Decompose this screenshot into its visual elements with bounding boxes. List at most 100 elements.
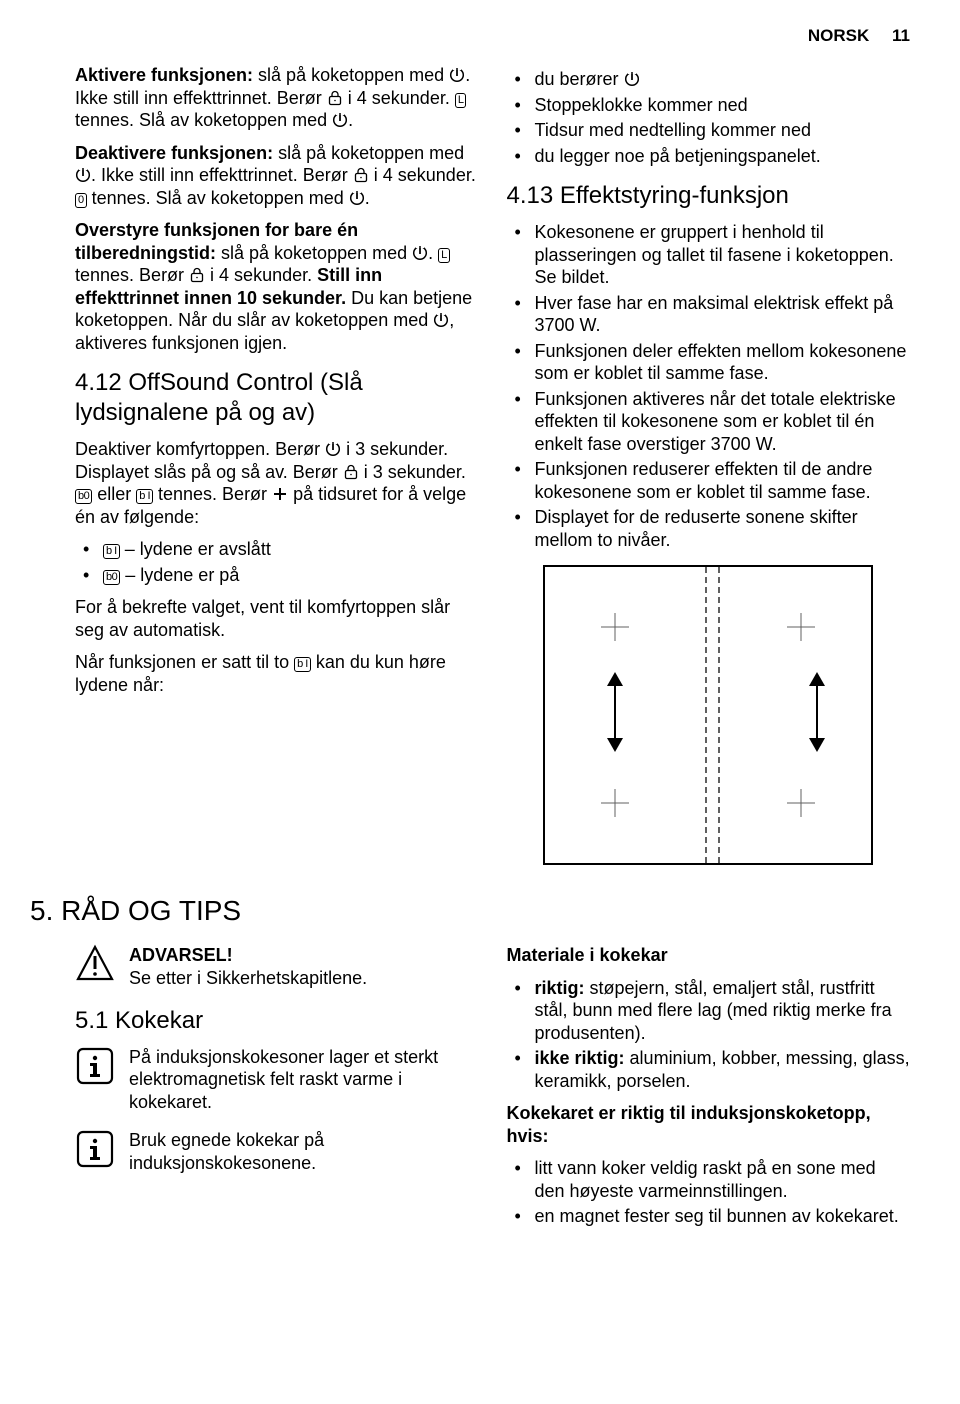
override-para: Overstyre funksjonen for bare én tilbere…	[75, 219, 479, 354]
box-0-icon: 0	[75, 193, 87, 208]
info-box-1: På induksjonskokesoner lager et sterkt e…	[75, 1046, 479, 1114]
deact-t5: .	[365, 188, 370, 208]
zone-marker	[595, 607, 635, 647]
info-box-2: Bruk egnede kokekar på induksjonskokeson…	[75, 1129, 479, 1175]
section5-left: ADVARSEL! Se etter i Sikkerhetskapitlene…	[75, 944, 479, 1238]
heading-5-1: 5.1 Kokekar	[75, 1006, 479, 1036]
material-list: riktig: støpejern, stål, emaljert stål, …	[507, 977, 911, 1093]
warning-text: ADVARSEL! Se etter i Sikkerhetskapitlene…	[129, 944, 479, 989]
section5-right: Materiale i kokekar riktig: støpejern, s…	[507, 944, 911, 1238]
list-item: Kokesonene er gruppert i henhold til pla…	[507, 221, 911, 289]
lock-icon	[353, 167, 369, 183]
activate-t1: slå på koketoppen med	[253, 65, 449, 85]
box-b0-icon: b0	[75, 489, 92, 504]
heading-4-13: 4.13 Effektstyring-funksjon	[507, 181, 911, 211]
zone-marker	[781, 607, 821, 647]
lock-icon	[343, 464, 359, 480]
deact-t1: slå på koketoppen med	[273, 143, 464, 163]
header-page: 11	[892, 26, 910, 45]
mat-li2-b: ikke riktig:	[535, 1048, 625, 1068]
off-c: i 3 sekunder.	[359, 462, 466, 482]
off-a: Deaktiver komfyrtoppen. Berør	[75, 439, 325, 459]
list-item: Displayet for de reduserte sonene skifte…	[507, 506, 911, 551]
list-item: riktig: støpejern, stål, emaljert stål, …	[507, 977, 911, 1045]
off-d: eller	[92, 484, 136, 504]
heading-4-12: 4.12 OffSound Control (Slå lydsignalene …	[75, 368, 479, 428]
mat-li1: støpejern, stål, emaljert stål, rustfrit…	[535, 978, 892, 1043]
sound-conditions-list: du berører Stoppeklokke kommer ned Tidsu…	[507, 68, 911, 167]
off-li1: – lydene er avslått	[120, 539, 271, 559]
list-item: Hver fase har en maksimal elektrisk effe…	[507, 292, 911, 337]
power-icon	[349, 190, 365, 206]
material-heading: Materiale i kokekar	[507, 944, 911, 967]
box-b0-icon: b0	[103, 570, 120, 585]
list-item: du legger noe på betjeningspanelet.	[507, 145, 911, 168]
ov-t2: .	[428, 243, 438, 263]
zone-marker	[595, 783, 635, 823]
left-column: Aktivere funksjonen: slå på koketoppen m…	[75, 64, 479, 875]
power-icon	[412, 245, 428, 261]
offsound-confirm: For å bekrefte valget, vent til komfyrto…	[75, 596, 479, 641]
info-icon	[75, 1129, 115, 1175]
power-icon	[433, 312, 449, 328]
list-item: Tidsur med nedtelling kommer ned	[507, 119, 911, 142]
deact-t4: tennes. Slå av koketoppen med	[87, 188, 349, 208]
r-li1a: du berører	[535, 69, 624, 89]
off-e: tennes. Berør	[153, 484, 272, 504]
two-column-body: Aktivere funksjonen: slå på koketoppen m…	[75, 64, 910, 875]
deactivate-bold: Deaktivere funksjonen:	[75, 143, 273, 163]
list-item: Funksjonen deler effekten mellom kokeson…	[507, 340, 911, 385]
warning-body: Se etter i Sikkerhetskapitlene.	[129, 967, 479, 990]
info-icon	[75, 1046, 115, 1092]
header-lang: NORSK	[808, 26, 869, 45]
power-icon	[332, 112, 348, 128]
deact-t2: . Ikke still inn effekttrinnet. Berør	[91, 165, 353, 185]
page-header: NORSK 11	[75, 25, 910, 46]
activate-bold: Aktivere funksjonen:	[75, 65, 253, 85]
list-item: Funksjonen reduserer effekten til de and…	[507, 458, 911, 503]
list-item: Stoppeklokke kommer ned	[507, 94, 911, 117]
divider-line	[705, 567, 707, 863]
mat-li1-b: riktig:	[535, 978, 585, 998]
right-column: du berører Stoppeklokke kommer ned Tidsu…	[507, 64, 911, 875]
box-b1-icon: b I	[294, 657, 311, 672]
divider-line	[718, 567, 720, 863]
power-icon	[624, 71, 640, 87]
activate-t3: i 4 sekunder.	[343, 88, 455, 108]
list-item: Funksjonen aktiveres når det totale elek…	[507, 388, 911, 456]
warning-box: ADVARSEL! Se etter i Sikkerhetskapitlene…	[75, 944, 479, 990]
section5-columns: ADVARSEL! Se etter i Sikkerhetskapitlene…	[75, 944, 910, 1238]
heading-section-5: 5. RÅD OG TIPS	[30, 893, 910, 928]
correct-heading: Kokekaret er riktig til induksjonskoketo…	[507, 1102, 911, 1147]
list-item: litt vann koker veldig raskt på en sone …	[507, 1157, 911, 1202]
offsound-when: Når funksjonen er satt til to b I kan du…	[75, 651, 479, 696]
ov-t4: i 4 sekunder.	[205, 265, 317, 285]
lock-icon	[327, 90, 343, 106]
list-4-13: Kokesonene er gruppert i henhold til pla…	[507, 221, 911, 551]
ov-t1: slå på koketoppen med	[216, 243, 412, 263]
zone-marker	[781, 783, 821, 823]
list-item: b0 – lydene er på	[75, 564, 479, 587]
list-item: du berører	[507, 68, 911, 91]
box-l-icon: L	[455, 93, 467, 108]
warning-title: ADVARSEL!	[129, 944, 479, 967]
off-li2: – lydene er på	[120, 565, 239, 585]
offsound-p1: Deaktiver komfyrtoppen. Berør i 3 sekund…	[75, 438, 479, 528]
activate-t5: .	[348, 110, 353, 130]
activate-para: Aktivere funksjonen: slå på koketoppen m…	[75, 64, 479, 132]
warning-icon	[75, 944, 115, 990]
box-l-icon: L	[438, 248, 450, 263]
offsound-options: b I – lydene er avslått b0 – lydene er p…	[75, 538, 479, 586]
cooktop-diagram	[543, 565, 873, 865]
list-item: en magnet fester seg til bunnen av kokek…	[507, 1205, 911, 1228]
plus-icon	[272, 486, 288, 502]
deactivate-para: Deaktivere funksjonen: slå på koketoppen…	[75, 142, 479, 210]
info-text-1: På induksjonskokesoner lager et sterkt e…	[129, 1046, 479, 1114]
power-icon	[449, 67, 465, 83]
lock-icon	[189, 267, 205, 283]
power-icon	[75, 167, 91, 183]
box-b1-icon: b I	[103, 544, 120, 559]
list-item: b I – lydene er avslått	[75, 538, 479, 561]
deact-t3: i 4 sekunder.	[369, 165, 476, 185]
correct-list: litt vann koker veldig raskt på en sone …	[507, 1157, 911, 1228]
